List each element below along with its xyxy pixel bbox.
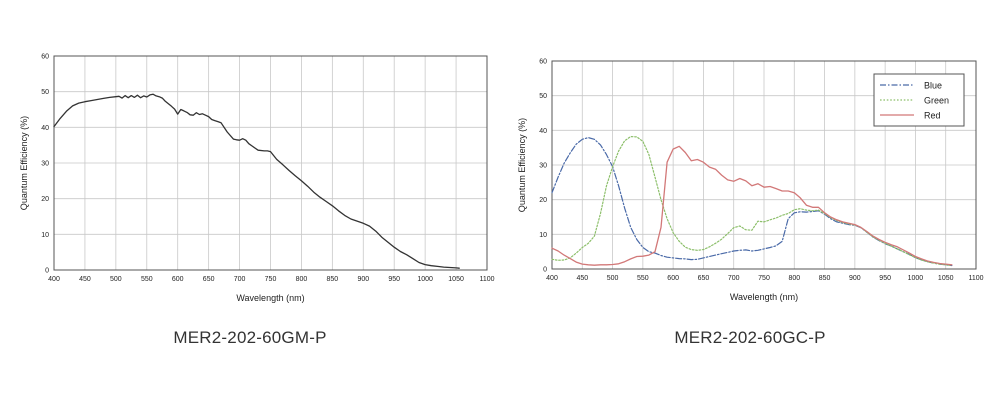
qe-chart-color: 400 450 500 550 600 650 700 750 800 850 900 950 1000… xyxy=(517,59,984,303)
series-line-green xyxy=(551,136,953,267)
x-tick-label: 400 xyxy=(546,275,558,282)
x-tick-label: 700 xyxy=(728,275,740,282)
x-tick-label: 950 xyxy=(879,275,891,282)
x-tick-label: 600 xyxy=(172,276,184,283)
chart-panel-color: 400 450 500 550 600 650 700 750 800 850 900 950 1000… xyxy=(500,0,1000,400)
series-line-red xyxy=(551,145,953,266)
x-tick-label: 550 xyxy=(141,276,153,283)
y-axis-label: Quantum Efficiency (%) xyxy=(19,116,29,210)
x-tick-label: 650 xyxy=(203,276,215,283)
x-tick-label: 850 xyxy=(819,275,831,282)
plot-frame xyxy=(551,60,977,270)
legend-label-red: Red xyxy=(924,111,941,121)
x-tick-label: 450 xyxy=(79,276,91,283)
y-tick-label: 20 xyxy=(539,197,547,204)
x-tick-label: 900 xyxy=(849,275,861,282)
y-tick-label: 20 xyxy=(41,196,49,203)
x-tick-label: 1100 xyxy=(479,276,494,283)
y-tick-label: 10 xyxy=(41,232,49,239)
y-tick-label: 50 xyxy=(539,93,547,100)
y-tick-label: 40 xyxy=(539,128,547,135)
grid xyxy=(53,55,488,271)
x-tick-label: 850 xyxy=(327,276,339,283)
y-tick-label: 60 xyxy=(539,59,547,66)
x-tick-label: 1100 xyxy=(968,275,983,282)
camera-model-caption-color: MER2-202-60GC-P xyxy=(674,328,826,347)
y-axis-label: Quantum Efficiency (%) xyxy=(517,118,527,212)
x-tick-label: 400 xyxy=(48,276,60,283)
qe-chart-mono: 400 450 500 550 600 650 700 750 800 850 900 950 1000… xyxy=(19,54,495,304)
legend: Blue Green Red xyxy=(873,73,965,127)
series-line-qe xyxy=(53,93,460,269)
x-tick-label: 800 xyxy=(788,275,800,282)
x-tick-label: 450 xyxy=(576,275,588,282)
y-tick-label: 0 xyxy=(543,267,547,274)
x-tick-label: 550 xyxy=(637,275,649,282)
x-tick-label: 1050 xyxy=(448,276,464,283)
legend-box xyxy=(873,73,965,127)
camera-model-caption-mono: MER2-202-60GM-P xyxy=(173,328,327,347)
x-tick-label: 800 xyxy=(296,276,308,283)
y-tick-label: 10 xyxy=(539,232,547,239)
legend-label-green: Green xyxy=(924,96,949,106)
x-tick-label: 750 xyxy=(265,276,277,283)
y-tick-label: 0 xyxy=(45,268,49,275)
x-tick-label: 500 xyxy=(607,275,619,282)
x-axis-label: Wavelength (nm) xyxy=(730,292,798,302)
y-tick-label: 30 xyxy=(539,163,547,170)
x-axis-label: Wavelength (nm) xyxy=(236,293,304,303)
x-tick-label: 500 xyxy=(110,276,122,283)
x-tick-label: 900 xyxy=(357,276,369,283)
legend-label-blue: Blue xyxy=(924,81,942,91)
x-tick-label: 950 xyxy=(388,276,400,283)
chart-panel-mono: 400 450 500 550 600 650 700 750 800 850 900 950 1000… xyxy=(19,54,495,348)
y-tick-label: 40 xyxy=(41,125,49,132)
x-tick-label: 750 xyxy=(758,275,770,282)
x-tick-label: 1000 xyxy=(417,276,433,283)
y-tick-label: 50 xyxy=(41,89,49,96)
plot-frame xyxy=(53,55,488,271)
y-tick-label: 30 xyxy=(41,161,49,168)
y-tick-label: 60 xyxy=(41,54,49,61)
x-tick-label: 1000 xyxy=(908,275,924,282)
x-tick-label: 1050 xyxy=(938,275,954,282)
x-tick-label: 700 xyxy=(234,276,246,283)
x-tick-label: 650 xyxy=(698,275,710,282)
x-tick-label: 600 xyxy=(667,275,679,282)
